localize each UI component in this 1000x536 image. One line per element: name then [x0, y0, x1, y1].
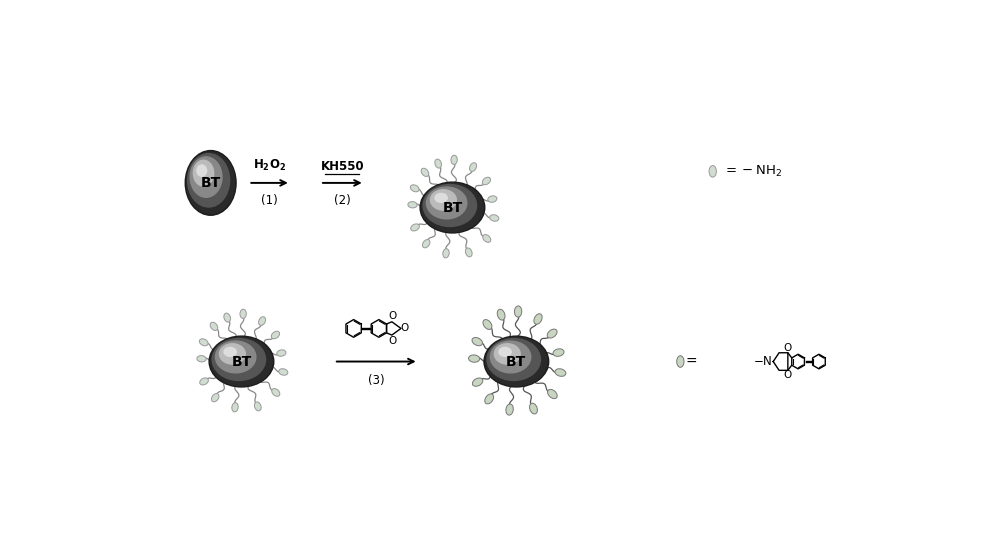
Ellipse shape — [465, 248, 472, 257]
Ellipse shape — [420, 182, 485, 233]
Ellipse shape — [209, 336, 274, 387]
Text: KH550: KH550 — [321, 160, 364, 173]
Ellipse shape — [197, 355, 206, 362]
Ellipse shape — [271, 331, 280, 339]
Text: BT: BT — [231, 354, 252, 369]
Ellipse shape — [497, 309, 505, 320]
Text: O: O — [784, 370, 792, 380]
Ellipse shape — [410, 185, 419, 192]
Text: $= -\mathrm{NH_2}$: $= -\mathrm{NH_2}$ — [723, 164, 782, 179]
Text: O: O — [784, 343, 792, 353]
Ellipse shape — [259, 317, 266, 325]
Ellipse shape — [472, 378, 483, 386]
Ellipse shape — [200, 378, 208, 385]
Text: (2): (2) — [334, 193, 351, 207]
Ellipse shape — [435, 159, 441, 168]
Ellipse shape — [530, 403, 537, 414]
Ellipse shape — [469, 355, 480, 362]
Ellipse shape — [210, 322, 218, 331]
Text: (1): (1) — [261, 193, 278, 207]
Text: BT: BT — [201, 176, 221, 190]
Ellipse shape — [199, 339, 208, 346]
Ellipse shape — [188, 154, 230, 207]
Ellipse shape — [240, 309, 246, 318]
Ellipse shape — [185, 151, 236, 215]
Ellipse shape — [470, 163, 477, 172]
Ellipse shape — [193, 160, 214, 186]
Ellipse shape — [272, 389, 280, 396]
Ellipse shape — [486, 337, 547, 386]
Ellipse shape — [421, 168, 429, 176]
Text: O: O — [400, 323, 408, 333]
Ellipse shape — [435, 193, 447, 202]
Ellipse shape — [499, 347, 511, 356]
Ellipse shape — [277, 350, 286, 356]
Ellipse shape — [197, 165, 207, 176]
Ellipse shape — [472, 338, 482, 346]
Ellipse shape — [534, 314, 542, 324]
Ellipse shape — [211, 393, 219, 402]
Ellipse shape — [494, 344, 520, 364]
Ellipse shape — [422, 240, 430, 248]
Ellipse shape — [422, 183, 483, 232]
Ellipse shape — [555, 369, 566, 376]
Text: (3): (3) — [368, 374, 385, 387]
Ellipse shape — [451, 155, 457, 165]
Ellipse shape — [212, 339, 266, 381]
Ellipse shape — [709, 166, 716, 177]
Ellipse shape — [482, 177, 491, 185]
Text: =: = — [685, 354, 697, 369]
Ellipse shape — [483, 235, 491, 242]
Ellipse shape — [430, 190, 456, 210]
Ellipse shape — [443, 249, 449, 258]
Ellipse shape — [548, 389, 557, 399]
Ellipse shape — [224, 347, 236, 356]
Ellipse shape — [485, 394, 494, 404]
Text: $\mathbf{H_2O_2}$: $\mathbf{H_2O_2}$ — [253, 158, 286, 173]
Ellipse shape — [232, 403, 238, 412]
Ellipse shape — [677, 356, 684, 367]
Ellipse shape — [423, 184, 477, 227]
Ellipse shape — [219, 344, 245, 364]
Ellipse shape — [487, 339, 540, 381]
Text: O: O — [388, 311, 396, 321]
Ellipse shape — [547, 329, 557, 338]
Ellipse shape — [506, 404, 513, 415]
Text: $-$N: $-$N — [753, 355, 773, 368]
Ellipse shape — [483, 319, 492, 330]
Ellipse shape — [190, 157, 222, 197]
Ellipse shape — [279, 369, 288, 375]
Text: BT: BT — [506, 354, 526, 369]
Text: O: O — [388, 336, 396, 346]
Ellipse shape — [484, 336, 549, 387]
Ellipse shape — [211, 337, 272, 386]
Ellipse shape — [490, 341, 531, 373]
Ellipse shape — [215, 341, 256, 373]
Ellipse shape — [408, 202, 417, 208]
Ellipse shape — [514, 306, 522, 317]
Ellipse shape — [224, 313, 231, 322]
Ellipse shape — [490, 215, 499, 221]
Ellipse shape — [488, 196, 497, 202]
Text: BT: BT — [442, 200, 463, 214]
Ellipse shape — [411, 224, 419, 231]
Ellipse shape — [254, 402, 261, 411]
Ellipse shape — [187, 152, 235, 214]
Ellipse shape — [426, 187, 467, 219]
Ellipse shape — [553, 349, 564, 356]
